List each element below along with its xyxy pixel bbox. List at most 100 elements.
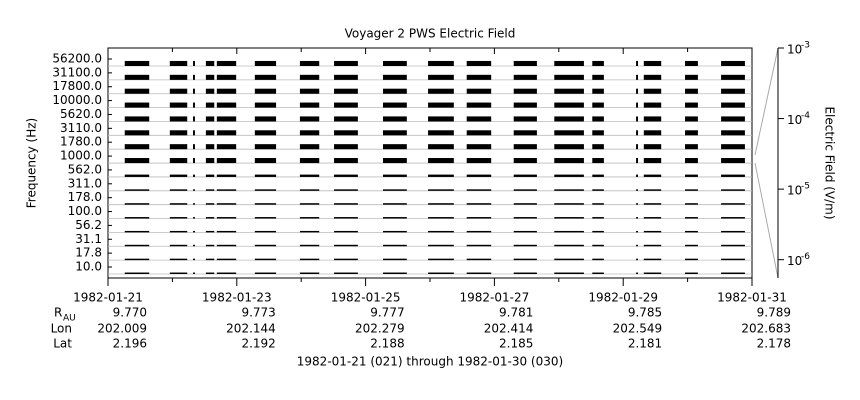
data-band: [254, 174, 277, 177]
data-band: [334, 174, 358, 177]
data-band: [721, 217, 745, 219]
data-band: [382, 203, 407, 205]
data-band: [216, 272, 237, 274]
ephemeris-value: 2.178: [757, 337, 791, 351]
x-tick-label: 1982-01-25: [331, 291, 401, 305]
data-band: [124, 116, 150, 122]
data-band: [216, 174, 237, 177]
data-band: [721, 116, 745, 122]
data-band: [382, 217, 407, 219]
data-band: [636, 60, 639, 66]
data-band: [592, 174, 604, 177]
data-band: [466, 60, 492, 66]
data-band: [299, 130, 320, 136]
ephemeris-value: 202.549: [613, 322, 663, 336]
ephemeris-value: 202.683: [741, 322, 791, 336]
data-band: [382, 272, 407, 274]
data-band: [685, 272, 698, 274]
data-band: [466, 189, 492, 191]
data-band: [169, 60, 188, 66]
data-band: [554, 244, 584, 247]
y2-tick-exponent: -4: [801, 111, 810, 121]
data-band: [554, 158, 584, 164]
data-band: [205, 60, 215, 66]
ephemeris-value: 2.188: [370, 337, 404, 351]
data-band: [254, 158, 277, 164]
data-band: [466, 174, 492, 177]
data-band: [513, 60, 537, 66]
data-band: [428, 74, 454, 80]
data-band: [205, 174, 215, 177]
data-band: [334, 230, 358, 233]
ephemeris-value: 9.785: [628, 306, 662, 320]
y2-tick-label: 10: [787, 113, 802, 127]
data-band: [592, 272, 604, 274]
data-band: [169, 230, 188, 233]
data-band: [513, 203, 537, 205]
data-band: [428, 130, 454, 136]
data-band: [124, 217, 150, 219]
data-band: [554, 88, 584, 94]
data-band: [205, 144, 215, 150]
y2-tick-exponent: -3: [801, 41, 810, 51]
data-band: [685, 174, 698, 177]
y-tick-label: 31100.0: [52, 65, 102, 79]
data-band: [169, 272, 188, 274]
data-band: [299, 102, 320, 108]
data-band: [254, 88, 277, 94]
data-band: [169, 258, 188, 261]
x-tick-label: 1982-01-23: [202, 291, 272, 305]
data-band: [334, 130, 358, 136]
data-band: [169, 244, 188, 247]
data-band: [721, 130, 745, 136]
data-band: [592, 60, 604, 66]
data-band: [124, 60, 150, 66]
data-band: [124, 244, 150, 247]
data-band: [382, 244, 407, 247]
data-band: [643, 258, 662, 261]
data-band: [205, 272, 215, 274]
data-band: [636, 230, 639, 233]
data-band: [643, 88, 662, 94]
y-tick-label: 17800.0: [52, 79, 102, 93]
data-band: [254, 189, 277, 191]
data-band: [428, 174, 454, 177]
data-band: [592, 189, 604, 191]
data-band: [299, 244, 320, 247]
data-band: [382, 158, 407, 164]
y2-tick-label: 10: [787, 254, 802, 268]
data-band: [513, 272, 537, 274]
data-band: [466, 258, 492, 261]
data-band: [428, 158, 454, 164]
data-band: [643, 272, 662, 274]
data-band: [685, 203, 698, 205]
x-tick-label: 1982-01-21: [73, 291, 143, 305]
data-band: [466, 158, 492, 164]
data-band: [636, 102, 639, 108]
data-band: [193, 74, 195, 80]
data-band: [685, 102, 698, 108]
data-band: [382, 102, 407, 108]
y-tick-label: 10000.0: [52, 93, 102, 107]
data-band: [592, 230, 604, 233]
x-tick-label: 1982-01-27: [460, 291, 530, 305]
data-band: [685, 258, 698, 261]
data-band: [636, 203, 639, 205]
data-band: [466, 144, 492, 150]
data-band: [205, 189, 215, 191]
data-band: [554, 60, 584, 66]
data-band: [428, 258, 454, 261]
data-band: [193, 88, 195, 94]
y-tick-label: 10.0: [75, 260, 102, 274]
ephemeris-value: 9.773: [241, 306, 275, 320]
data-band: [299, 116, 320, 122]
data-band: [428, 60, 454, 66]
data-band: [643, 217, 662, 219]
y-tick-label: 56200.0: [52, 52, 102, 66]
data-band: [643, 244, 662, 247]
data-band: [216, 102, 237, 108]
data-band: [592, 258, 604, 261]
data-band: [254, 74, 277, 80]
data-band: [169, 203, 188, 205]
